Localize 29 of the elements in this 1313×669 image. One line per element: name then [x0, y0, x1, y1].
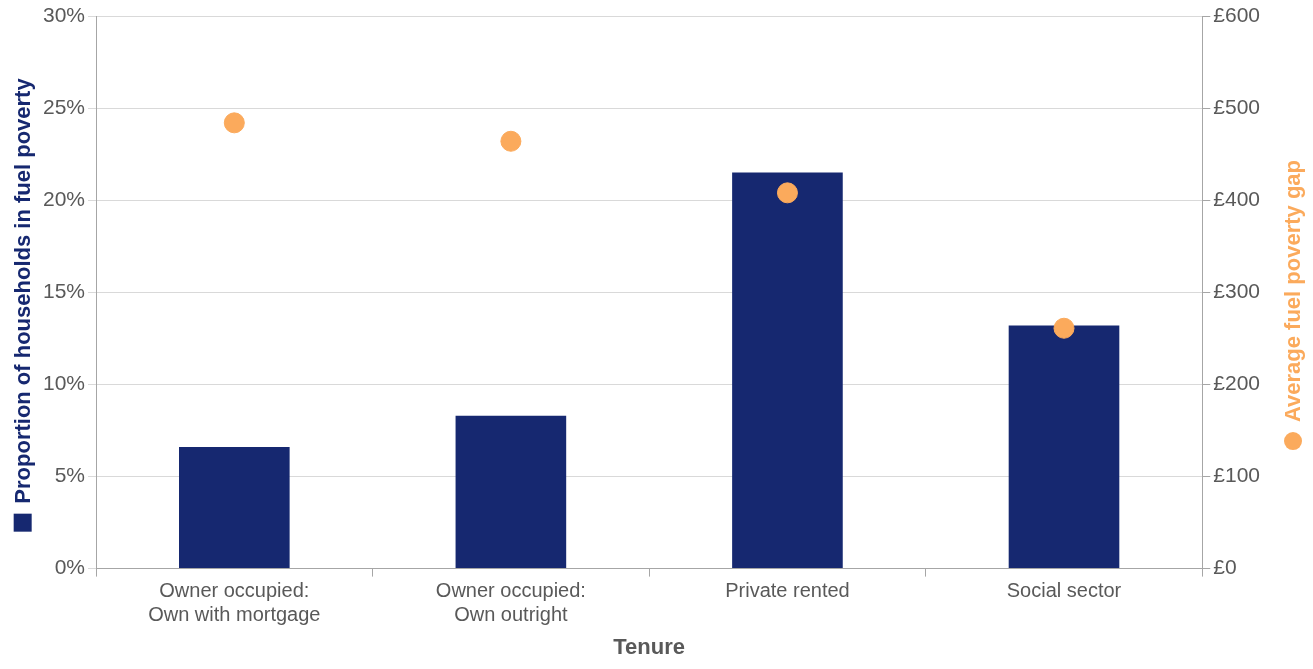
x-axis-title: Tenure [613, 633, 686, 659]
bar [179, 447, 290, 569]
x-tick-label: Owner occupied: Own outright [435, 579, 586, 626]
y-tick-label: 25% [43, 94, 86, 118]
y-tick-label: 5% [54, 463, 86, 487]
point [500, 130, 522, 152]
bar [455, 415, 567, 569]
y2-tick-label: £600 [1213, 2, 1260, 26]
y-tick-label: 10% [43, 371, 86, 395]
y2-tick-label: £300 [1213, 279, 1260, 303]
y-axis-title: Proportion of households in fuel poverty [9, 78, 36, 504]
bar [1008, 325, 1120, 569]
point [776, 182, 798, 204]
x-tick-label: Private rented [725, 579, 850, 602]
y2-tick-label: £400 [1213, 187, 1260, 210]
bar [732, 172, 843, 569]
y2-axis-title: Average fuel poverty gap [1280, 159, 1306, 423]
y-tick-label: 15% [43, 279, 86, 303]
y-tick-label: 30% [43, 2, 86, 26]
y2-tick-label: £100 [1213, 463, 1260, 487]
x-tick-label: Owner occupied: Own with mortgage [148, 579, 321, 626]
x-tick-label: Social sector [1006, 579, 1122, 602]
y2-tick-label: £200 [1213, 371, 1260, 395]
y2-tick-label: £500 [1213, 94, 1260, 118]
y2-tick-label: £0 [1213, 555, 1237, 579]
point [1053, 317, 1075, 339]
point [223, 112, 245, 134]
y-tick-label: 20% [43, 187, 86, 210]
y-tick-label: 0% [54, 555, 86, 579]
